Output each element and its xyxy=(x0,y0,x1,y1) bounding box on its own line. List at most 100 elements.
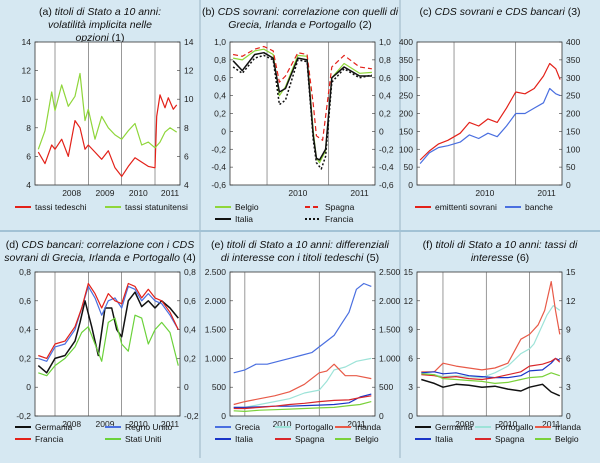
y-tick-label-right: 100 xyxy=(566,144,580,154)
y-tick-label-left: 50 xyxy=(404,162,414,172)
y-tick-label-right: 0,2 xyxy=(379,109,391,119)
y-tick-label-right: 1,0 xyxy=(379,37,391,47)
y-tick-label-left: 4 xyxy=(26,180,31,190)
legend-label: Francia xyxy=(325,214,354,224)
y-tick-label-left: 10 xyxy=(22,94,32,104)
y-tick-label-left: 400 xyxy=(399,37,413,47)
chart-title-a: (a) titoli di Stato a 10 anni: volatilità… xyxy=(39,6,161,44)
y-tick-label-right: 0 xyxy=(184,382,189,392)
legend-label: Spagna xyxy=(295,434,325,444)
series-line-d-stati-uniti xyxy=(38,314,179,377)
plot-area-f xyxy=(416,271,563,417)
y-tick-label-right: 250 xyxy=(566,91,580,101)
y-tick-label-right: 350 xyxy=(566,55,580,65)
series-line-f-italia xyxy=(421,357,561,379)
y-tick-label-right: 150 xyxy=(566,126,580,136)
chart-panel-d: (d) CDS bancari: correlazione con i CDS s… xyxy=(4,239,199,444)
y-tick-label-right: 2.500 xyxy=(379,267,401,277)
y-tick-label-left: 12 xyxy=(404,296,414,306)
series-line-d-germania xyxy=(37,291,179,374)
y-tick-label-right: -0,2 xyxy=(184,411,199,421)
y-tick-label-left: 2.500 xyxy=(205,267,227,277)
plot-area-a xyxy=(34,41,181,186)
y-tick-label-right: 0,6 xyxy=(379,73,391,83)
y-tick-label-right: 0,4 xyxy=(379,91,391,101)
legend-label: Irlanda xyxy=(555,422,581,432)
y-tick-label-left: 0,2 xyxy=(214,109,226,119)
x-tick-label: 2011 xyxy=(161,188,180,198)
y-tick-label-right: 300 xyxy=(566,73,580,83)
chart-panel-f: (f) titoli di Stato a 10 anni: tassi di i… xyxy=(404,239,582,444)
series-line-e-portogallo xyxy=(233,357,372,408)
y-tick-label-right: 15 xyxy=(566,267,576,277)
chart-title-c: (c) CDS sovrani e CDS bancari (3) xyxy=(419,6,580,18)
legend-label: Spagna xyxy=(325,202,355,212)
legend-label: Regno Unito xyxy=(125,422,173,432)
y-tick-label-right: 9 xyxy=(566,325,571,335)
y-tick-label-left: 300 xyxy=(399,73,413,83)
legend-label: emittenti sovrani xyxy=(435,202,497,212)
y-tick-label-left: 1.500 xyxy=(205,325,227,335)
y-tick-label-right: 1.500 xyxy=(379,325,401,335)
legend-label: Irlanda xyxy=(355,422,381,432)
y-tick-label-left: 0 xyxy=(408,411,413,421)
x-tick-label: 2010 xyxy=(273,419,292,429)
x-tick-label: 2011 xyxy=(537,188,556,198)
y-tick-label-left: 250 xyxy=(399,91,413,101)
y-tick-label-left: 0 xyxy=(221,126,226,136)
y-tick-label-left: 2.000 xyxy=(205,296,227,306)
y-tick-label-left: 9 xyxy=(408,325,413,335)
series-line-e-irlanda xyxy=(233,363,372,406)
plot-area-e xyxy=(229,271,376,417)
y-tick-label-left: 200 xyxy=(399,109,413,119)
y-tick-label-left: 12 xyxy=(22,66,32,76)
series-line-d-francia xyxy=(38,282,179,359)
y-tick-label-right: 0 xyxy=(566,411,571,421)
legend-label: Germania xyxy=(435,422,473,432)
y-tick-label-right: -0,6 xyxy=(379,180,394,190)
x-tick-label: 2011 xyxy=(347,419,366,429)
series-line-b-italia xyxy=(232,51,372,161)
y-tick-label-right: 0,8 xyxy=(184,267,196,277)
chart-title-d: (d) CDS bancari: correlazione con i CDS s… xyxy=(4,239,195,264)
y-tick-label-right: -0,4 xyxy=(379,162,394,172)
y-tick-label-right: 50 xyxy=(566,162,576,172)
legend-label: Belgio xyxy=(355,434,379,444)
y-tick-label-left: 0,4 xyxy=(19,325,31,335)
y-tick-label-right: 0 xyxy=(379,126,384,136)
y-tick-label-left: 0,8 xyxy=(19,267,31,277)
y-tick-label-left: -0,6 xyxy=(211,180,226,190)
y-tick-label-right: 200 xyxy=(566,109,580,119)
y-tick-label-left: -0,4 xyxy=(211,162,226,172)
y-tick-label-left: -0,2 xyxy=(16,411,31,421)
y-tick-label-right: 500 xyxy=(379,382,393,392)
y-tick-label-left: 8 xyxy=(26,123,31,133)
chart-panel-c: (c) CDS sovrani e CDS bancari (3) 0 0 50 50 1… xyxy=(399,6,581,212)
y-tick-label-left: 0,4 xyxy=(214,91,226,101)
x-tick-label: 2010 xyxy=(288,188,307,198)
x-tick-label: 2009 xyxy=(96,188,115,198)
legend-label: tassi statunitensi xyxy=(125,202,188,212)
y-tick-label-left: 150 xyxy=(399,126,413,136)
x-tick-label: 2010 xyxy=(498,419,517,429)
x-tick-label: 2010 xyxy=(129,419,148,429)
series-line-f-irlanda xyxy=(421,281,561,373)
x-tick-label: 2011 xyxy=(350,188,369,198)
legend-label: Portogallo xyxy=(495,422,534,432)
y-tick-label-left: 0 xyxy=(26,382,31,392)
y-tick-label-right: 10 xyxy=(184,94,194,104)
x-tick-label: 2010 xyxy=(475,188,494,198)
y-tick-label-right: 1.000 xyxy=(379,353,401,363)
legend-label: Spagna xyxy=(495,434,525,444)
y-tick-label-left: 0 xyxy=(408,180,413,190)
chart-title-e: (e) titoli di Stato a 10 anni: differenz… xyxy=(211,239,390,264)
series-line-b-francia xyxy=(232,54,373,170)
y-tick-label-left: 6 xyxy=(408,353,413,363)
legend-label: tassi tedeschi xyxy=(35,202,87,212)
series-line-a-tassi-tedeschi xyxy=(37,94,178,177)
series-line-f-portogallo xyxy=(421,305,561,379)
y-tick-label-right: 12 xyxy=(184,66,194,76)
chart-panel-b: (b) CDS sovrani: correlazione con quelli… xyxy=(202,6,399,224)
y-tick-label-left: 0,6 xyxy=(19,296,31,306)
